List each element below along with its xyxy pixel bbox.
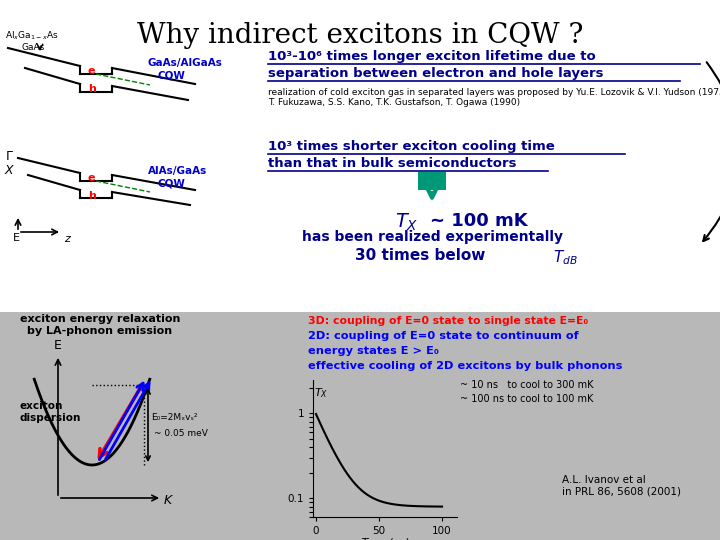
Text: ~ 100 mK: ~ 100 mK: [430, 212, 528, 230]
Text: 2D: coupling of E=0 state to continuum of: 2D: coupling of E=0 state to continuum o…: [308, 331, 579, 341]
Text: A.L. Ivanov et al
in PRL 86, 5608 (2001): A.L. Ivanov et al in PRL 86, 5608 (2001): [562, 475, 681, 497]
Text: 10³-10⁶ times longer exciton lifetime due to: 10³-10⁶ times longer exciton lifetime du…: [268, 50, 595, 63]
Text: 3D: coupling of E=0 state to single state E=E₀: 3D: coupling of E=0 state to single stat…: [308, 316, 588, 326]
Text: e: e: [88, 173, 96, 183]
Text: exciton energy relaxation: exciton energy relaxation: [20, 314, 180, 324]
Text: E₀=2Mₓvₛ²: E₀=2Mₓvₛ²: [151, 413, 197, 422]
Text: ~ 10 ns   to cool to 300 mK: ~ 10 ns to cool to 300 mK: [460, 380, 593, 390]
Text: Why indirect excitons in CQW ?: Why indirect excitons in CQW ?: [137, 22, 583, 49]
Text: z: z: [64, 234, 70, 244]
Text: h: h: [88, 191, 96, 201]
Text: by LA-phonon emission: by LA-phonon emission: [27, 326, 173, 336]
Text: energy states E > E₀: energy states E > E₀: [308, 346, 439, 356]
Text: E: E: [13, 233, 20, 243]
Text: $T_X$: $T_X$: [395, 212, 418, 233]
Text: e: e: [88, 66, 96, 76]
Text: $\Gamma$: $\Gamma$: [5, 150, 14, 163]
Text: than that in bulk semiconductors: than that in bulk semiconductors: [268, 157, 516, 170]
Text: 30 times below: 30 times below: [355, 248, 490, 263]
Text: GaAs/AlGaAs: GaAs/AlGaAs: [148, 58, 223, 68]
Text: CQW: CQW: [158, 70, 186, 80]
Text: ~ 0.05 meV: ~ 0.05 meV: [154, 429, 208, 438]
Text: ~ 100 ns to cool to 100 mK: ~ 100 ns to cool to 100 mK: [460, 394, 593, 404]
Text: effective cooling of 2D excitons by bulk phonons: effective cooling of 2D excitons by bulk…: [308, 361, 622, 371]
Text: $T_X$: $T_X$: [314, 386, 328, 400]
Text: E: E: [54, 339, 62, 352]
Text: GaAs: GaAs: [22, 43, 45, 52]
Text: K: K: [164, 494, 172, 507]
Text: 10³ times shorter exciton cooling time: 10³ times shorter exciton cooling time: [268, 140, 554, 153]
Text: realization of cold exciton gas in separated layers was proposed by Yu.E. Lozovi: realization of cold exciton gas in separ…: [268, 88, 720, 107]
Text: Al$_x$Ga$_{1-x}$As: Al$_x$Ga$_{1-x}$As: [5, 30, 58, 43]
X-axis label: Time (ns): Time (ns): [361, 538, 410, 540]
Text: X: X: [5, 164, 14, 177]
Text: AlAs/GaAs: AlAs/GaAs: [148, 166, 207, 176]
Text: separation between electron and hole layers: separation between electron and hole lay…: [268, 67, 603, 80]
Text: has been realized experimentally: has been realized experimentally: [302, 230, 562, 244]
Text: exciton
dispersion: exciton dispersion: [20, 401, 81, 423]
Text: h: h: [88, 84, 96, 94]
Bar: [418, 172, 446, 190]
Text: $T_{dB}$: $T_{dB}$: [553, 248, 577, 267]
Bar: [0, 312, 720, 540]
Text: CQW: CQW: [158, 178, 186, 188]
